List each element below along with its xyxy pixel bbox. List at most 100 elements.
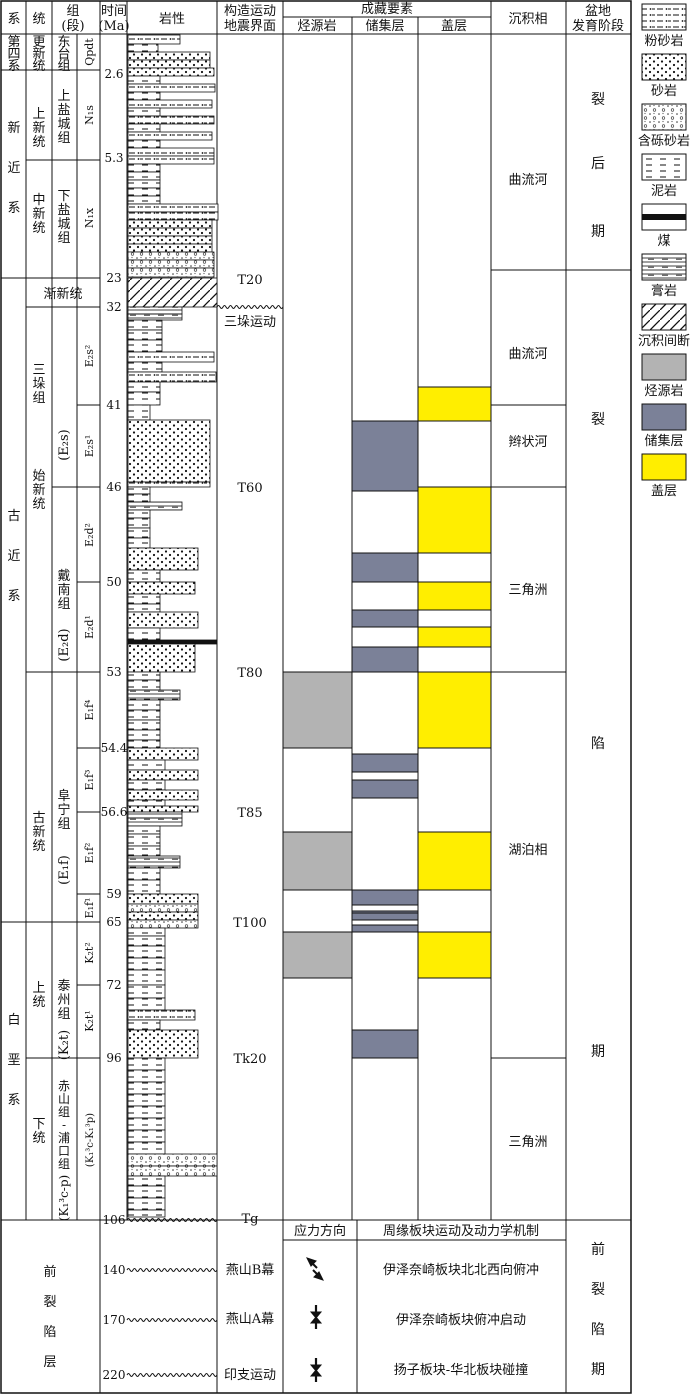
stress-arrow-vertical-icon (309, 1305, 323, 1329)
reservoir-interval (351, 779, 419, 799)
member-qpdt: Qpdt (83, 38, 96, 66)
age-label: 220 (103, 1368, 126, 1382)
mudstone-bed (127, 361, 163, 373)
mudstone-bed (127, 339, 163, 353)
age-label: 50 (106, 575, 121, 589)
svg-text:组: 组 (57, 817, 70, 832)
cap-rock-swatch (641, 453, 687, 481)
mudstone-bed (127, 195, 161, 205)
mudstone-bed (127, 43, 159, 53)
mudstone-bed (127, 997, 166, 1011)
prerift-stage: 前 裂 陷 期 (591, 1241, 605, 1378)
svg-text:始: 始 (32, 469, 45, 484)
legend-label: 含砾砂岩 (638, 133, 690, 149)
unconformity-line (216, 305, 284, 309)
svg-text:裂: 裂 (43, 1295, 56, 1310)
gypsum-bed (127, 689, 181, 701)
legend-label: 泥岩 (651, 184, 677, 199)
svg-text:系: 系 (7, 589, 20, 604)
member-e2d2: E₂d² (83, 523, 96, 547)
svg-text:中: 中 (32, 193, 45, 208)
svg-text:古: 古 (7, 509, 20, 524)
facies-meandering-river-upper: 曲流河 (508, 173, 547, 188)
mudstone-bed (127, 319, 163, 331)
header-lithology: 岩性 (159, 12, 185, 27)
header-source: 烃源岩 (297, 19, 336, 34)
reservoir-interval (351, 889, 419, 906)
header-time-line1: 时间 (101, 4, 127, 19)
mudstone-bed (127, 139, 161, 149)
header-cap: 盖层 (441, 19, 467, 34)
legend-label: 盖层 (651, 484, 677, 499)
pebbly-sandstone-swatch (641, 103, 687, 131)
formation-dongtai: 东 台 组 (57, 35, 70, 74)
svg-text:层: 层 (43, 1355, 56, 1370)
svg-text:城: 城 (57, 117, 70, 132)
reservoir-swatch (641, 403, 687, 431)
member-e1f1: E₁f¹ (83, 898, 96, 919)
svg-text:(E₂d): (E₂d) (57, 628, 72, 661)
header-stage-line1: 盆地 (585, 4, 611, 19)
svg-text:上: 上 (57, 89, 70, 104)
svg-text:宁: 宁 (57, 802, 70, 818)
reservoir-interval (351, 646, 419, 673)
series-pleistocene: 更 新 统 (32, 35, 45, 74)
gypsum-bed (127, 817, 183, 827)
sandstone-bed (127, 67, 215, 77)
siltstone-bed (127, 351, 215, 363)
formation-taizhou: 泰 州 组 (K₂t) (57, 979, 72, 1060)
svg-text:新: 新 (32, 482, 45, 498)
stress-arrow-oblique-icon (306, 1257, 324, 1281)
svg-text:组: 组 (57, 231, 70, 246)
mudstone-bed (127, 1175, 166, 1187)
mudstone-bed (127, 969, 166, 986)
member-n1s: N₁s (83, 105, 96, 125)
age-label: 106 (103, 1213, 126, 1227)
hiatus-bed (127, 277, 218, 308)
stage-rift-3: 期 (591, 1044, 605, 1060)
sandstone-bed (127, 419, 211, 483)
svg-text:前: 前 (43, 1264, 56, 1280)
mudstone-bed (127, 679, 161, 691)
formation-chishan-pukou: 赤 山 组 - 浦 口 组 (K₁³c-p) (57, 1079, 71, 1221)
mudstone-bed (127, 381, 161, 393)
mudstone-bed (127, 759, 166, 771)
stage-post-rift-3: 期 (591, 224, 605, 240)
mudstone-bed (127, 537, 151, 549)
svg-text:古: 古 (32, 811, 45, 826)
svg-text:下: 下 (57, 189, 70, 204)
svg-text:四: 四 (7, 47, 20, 62)
mudstone-bed (127, 1093, 166, 1107)
svg-text:盐: 盐 (57, 203, 70, 218)
reservoir-interval (351, 910, 419, 921)
coal-bed (127, 639, 218, 645)
mudstone-bed (127, 1185, 166, 1199)
age-label: 72 (106, 978, 121, 992)
sandstone-bed (127, 789, 199, 801)
tectonic-indosinian: 印支运动 (224, 1368, 276, 1383)
sandstone-bed (127, 643, 196, 673)
mudstone-bed (127, 603, 161, 613)
mudstone-bed (127, 627, 161, 641)
age-label: 59 (106, 887, 121, 901)
mudstone-bed (127, 1129, 166, 1143)
sandstone-swatch (641, 53, 687, 81)
seismic-tg: Tg (242, 1212, 259, 1227)
age-label: 23 (106, 271, 121, 285)
seismic-t20: T20 (237, 273, 262, 288)
reservoir-interval (351, 924, 419, 933)
siltstone-bed (127, 203, 219, 213)
age-label: 2.6 (104, 67, 123, 81)
mudstone-bed (127, 486, 151, 495)
mudstone-bed (127, 671, 161, 681)
stage-post-rift-2: 后 (591, 156, 605, 172)
mudstone-swatch (641, 153, 687, 181)
seismic-t85: T85 (237, 806, 262, 821)
svg-text:(K₂t): (K₂t) (57, 1030, 72, 1060)
gypsum-bed (127, 306, 183, 315)
svg-text:期: 期 (591, 1362, 605, 1378)
header-group-line2: (段) (61, 19, 84, 34)
reservoir-interval (351, 420, 419, 492)
siltstone-bed (127, 83, 216, 93)
member-e1f3: E₁f³ (83, 770, 96, 791)
